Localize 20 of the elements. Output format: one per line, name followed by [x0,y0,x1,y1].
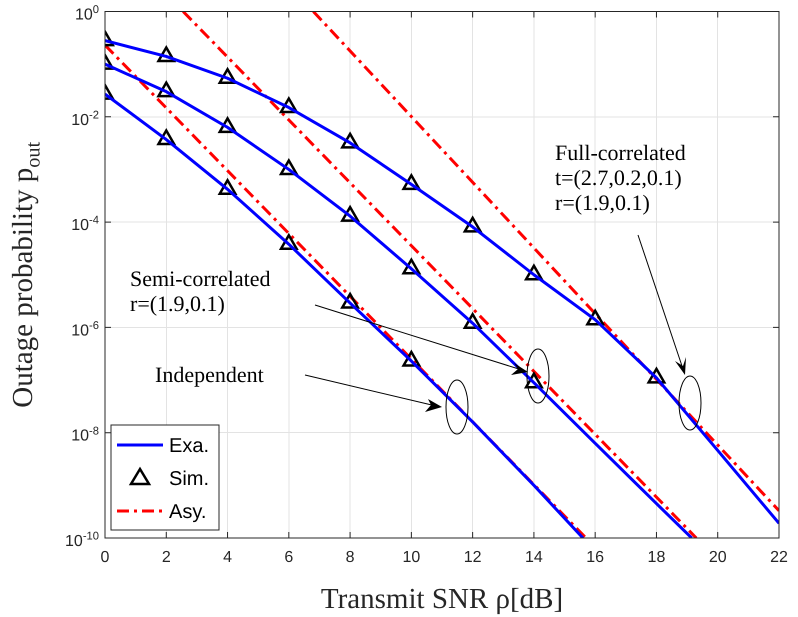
legend-label: Asy. [169,501,206,523]
annotation: Full-correlated t=(2.7,0.2,0.1) r=(1.9,0.1) [555,140,686,215]
x-tick-label: 22 [770,549,788,566]
y-axis-title: Outage probability pout [7,141,44,408]
x-tick-label: 0 [100,549,110,566]
x-tick-label: 6 [284,549,294,566]
annotation: Independent [155,362,264,387]
x-axis-title: Transmit SNR ρ[dB] [320,583,564,615]
annotation: Semi-correlated r=(1.9,0.1) [130,266,270,316]
legend-label: Sim. [169,468,209,490]
x-tick-label: 12 [464,549,482,566]
x-tick-label: 4 [223,549,232,566]
x-tick-label: 14 [525,549,543,566]
x-tick-label: 2 [162,549,171,566]
legend-label: Exa. [169,435,210,457]
x-tick-label: 20 [708,549,727,566]
x-tick-label: 10 [402,549,420,566]
x-tick-label: 8 [346,549,355,566]
x-tick-label: 16 [586,549,604,566]
x-tick-label: 18 [648,549,666,566]
